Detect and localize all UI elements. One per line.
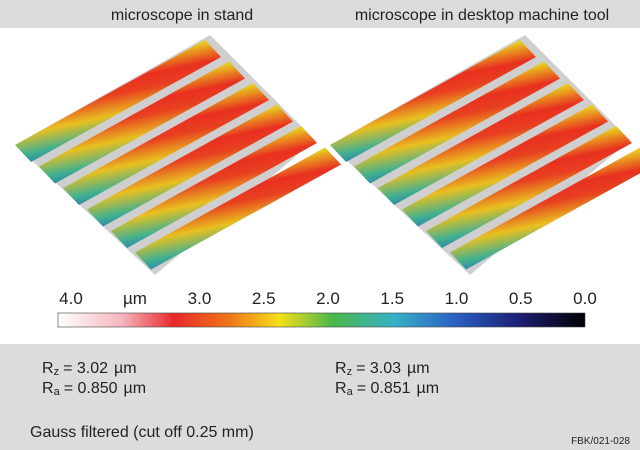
colorbar-tick-label: 1.5 xyxy=(380,289,404,308)
stat-value: = 3.02 xyxy=(63,360,108,377)
stat-unit: µm xyxy=(124,380,147,397)
stat-subscript: z xyxy=(54,366,60,378)
panel-title: microscope in stand xyxy=(111,7,253,24)
colorbar-tick-label: 3.0 xyxy=(188,289,212,308)
stat-value: = 0.850 xyxy=(64,380,118,397)
colorbar-tick-label: 1.0 xyxy=(445,289,469,308)
colorbar xyxy=(58,313,585,327)
colorbar-tick-label: 0.5 xyxy=(509,289,533,308)
stat-subscript: a xyxy=(54,386,61,398)
colorbar-tick-label: 2.5 xyxy=(252,289,276,308)
colorbar-unit: µm xyxy=(123,289,147,308)
colorbar-tick-label: 0.0 xyxy=(573,289,597,308)
colorbar-tick-label: 4.0 xyxy=(59,289,83,308)
panel-title: microscope in desktop machine tool xyxy=(355,7,609,24)
surface-renders xyxy=(15,35,640,275)
stat-symbol: R xyxy=(335,360,347,377)
stat-unit: µm xyxy=(417,380,440,397)
stat-symbol: R xyxy=(42,380,54,397)
stat-value: = 0.851 xyxy=(357,380,411,397)
stat-subscript: a xyxy=(347,386,354,398)
colorbar-tick-label: 2.0 xyxy=(316,289,340,308)
stat-symbol: R xyxy=(335,380,347,397)
stat-value: = 3.03 xyxy=(356,360,401,377)
figure-id: FBK/021-028 xyxy=(571,436,630,447)
stat-unit: µm xyxy=(407,360,430,377)
stat-unit: µm xyxy=(114,360,137,377)
stat-symbol: R xyxy=(42,360,54,377)
figure: microscope in stand microscope in deskto… xyxy=(0,0,640,450)
note: Gauss filtered (cut off 0.25 mm) xyxy=(30,424,254,441)
stat-subscript: z xyxy=(347,366,353,378)
